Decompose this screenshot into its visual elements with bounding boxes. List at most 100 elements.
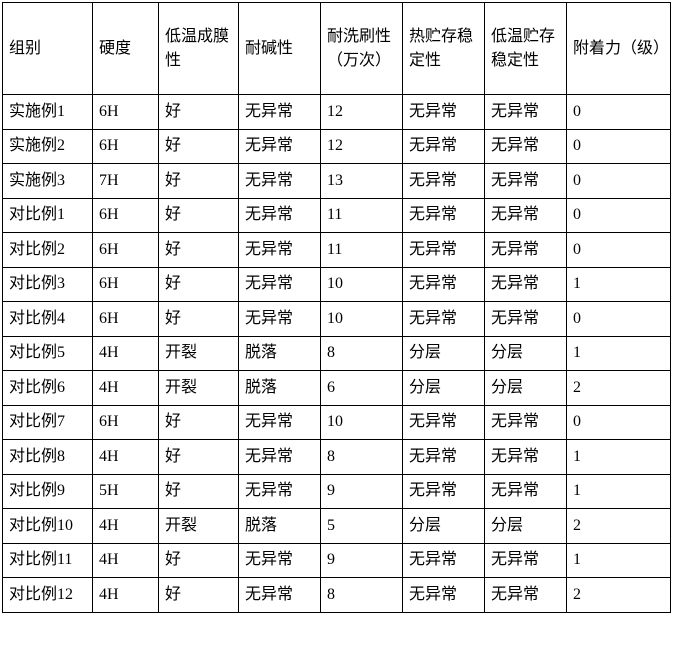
table-cell: 1 xyxy=(567,543,671,578)
table-cell: 好 xyxy=(159,405,239,440)
table-cell: 对比例12 xyxy=(3,578,93,613)
table-row: 对比例104H开裂脱落5分层分层2 xyxy=(3,509,671,544)
table-cell: 11 xyxy=(321,198,403,233)
table-row: 对比例26H好无异常11无异常无异常0 xyxy=(3,233,671,268)
table-cell: 无异常 xyxy=(403,474,485,509)
table-cell: 无异常 xyxy=(485,267,567,302)
table-cell: 无异常 xyxy=(485,543,567,578)
table-cell: 11 xyxy=(321,233,403,268)
table-row: 对比例64H开裂脱落6分层分层2 xyxy=(3,371,671,406)
table-row: 实施例16H好无异常12无异常无异常0 xyxy=(3,95,671,130)
col-header: 低温成膜性 xyxy=(159,3,239,95)
table-cell: 无异常 xyxy=(239,198,321,233)
table-cell: 好 xyxy=(159,129,239,164)
table-cell: 开裂 xyxy=(159,509,239,544)
table-cell: 好 xyxy=(159,543,239,578)
table-cell: 好 xyxy=(159,164,239,199)
table-cell: 对比例10 xyxy=(3,509,93,544)
table-cell: 分层 xyxy=(485,509,567,544)
table-cell: 12 xyxy=(321,95,403,130)
table-cell: 实施例3 xyxy=(3,164,93,199)
table-cell: 对比例11 xyxy=(3,543,93,578)
table-cell: 无异常 xyxy=(403,267,485,302)
table-cell: 2 xyxy=(567,578,671,613)
table-cell: 4H xyxy=(93,509,159,544)
table-cell: 实施例1 xyxy=(3,95,93,130)
table-cell: 对比例5 xyxy=(3,336,93,371)
table-cell: 无异常 xyxy=(239,233,321,268)
table-cell: 无异常 xyxy=(485,129,567,164)
table-cell: 对比例2 xyxy=(3,233,93,268)
table-container: 组别 硬度 低温成膜性 耐碱性 耐洗刷性（万次） 热贮存稳定性 低温贮存稳定性 … xyxy=(0,0,673,655)
table-cell: 无异常 xyxy=(239,474,321,509)
table-cell: 9 xyxy=(321,474,403,509)
table-cell: 脱落 xyxy=(239,336,321,371)
table-cell: 好 xyxy=(159,95,239,130)
table-cell: 无异常 xyxy=(485,578,567,613)
table-cell: 无异常 xyxy=(239,405,321,440)
header-row: 组别 硬度 低温成膜性 耐碱性 耐洗刷性（万次） 热贮存稳定性 低温贮存稳定性 … xyxy=(3,3,671,95)
table-cell: 6H xyxy=(93,302,159,337)
table-row: 对比例16H好无异常11无异常无异常0 xyxy=(3,198,671,233)
table-row: 对比例84H好无异常8无异常无异常1 xyxy=(3,440,671,475)
table-cell: 好 xyxy=(159,302,239,337)
col-header: 组别 xyxy=(3,3,93,95)
table-cell: 分层 xyxy=(403,371,485,406)
table-cell: 4H xyxy=(93,371,159,406)
table-cell: 分层 xyxy=(485,336,567,371)
table-cell: 0 xyxy=(567,164,671,199)
table-cell: 12 xyxy=(321,129,403,164)
col-header: 低温贮存稳定性 xyxy=(485,3,567,95)
table-cell: 无异常 xyxy=(239,302,321,337)
table-cell: 无异常 xyxy=(403,302,485,337)
col-header: 耐洗刷性（万次） xyxy=(321,3,403,95)
table-cell: 1 xyxy=(567,336,671,371)
table-cell: 6H xyxy=(93,233,159,268)
data-table: 组别 硬度 低温成膜性 耐碱性 耐洗刷性（万次） 热贮存稳定性 低温贮存稳定性 … xyxy=(2,2,671,613)
table-cell: 1 xyxy=(567,440,671,475)
table-cell: 对比例7 xyxy=(3,405,93,440)
table-cell: 对比例1 xyxy=(3,198,93,233)
table-cell: 分层 xyxy=(403,509,485,544)
table-cell: 开裂 xyxy=(159,371,239,406)
table-row: 对比例36H好无异常10无异常无异常1 xyxy=(3,267,671,302)
table-row: 对比例95H好无异常9无异常无异常1 xyxy=(3,474,671,509)
table-cell: 无异常 xyxy=(403,129,485,164)
table-cell: 0 xyxy=(567,405,671,440)
table-cell: 好 xyxy=(159,233,239,268)
table-cell: 5 xyxy=(321,509,403,544)
table-cell: 无异常 xyxy=(403,543,485,578)
table-cell: 对比例9 xyxy=(3,474,93,509)
table-cell: 5H xyxy=(93,474,159,509)
table-cell: 无异常 xyxy=(485,440,567,475)
table-cell: 0 xyxy=(567,129,671,164)
table-body: 实施例16H好无异常12无异常无异常0实施例26H好无异常12无异常无异常0实施… xyxy=(3,95,671,613)
table-cell: 无异常 xyxy=(403,198,485,233)
table-cell: 无异常 xyxy=(485,233,567,268)
table-cell: 无异常 xyxy=(403,233,485,268)
table-cell: 1 xyxy=(567,267,671,302)
col-header: 耐碱性 xyxy=(239,3,321,95)
table-cell: 好 xyxy=(159,578,239,613)
table-row: 对比例54H开裂脱落8分层分层1 xyxy=(3,336,671,371)
table-cell: 7H xyxy=(93,164,159,199)
table-cell: 0 xyxy=(567,302,671,337)
table-cell: 13 xyxy=(321,164,403,199)
table-cell: 无异常 xyxy=(403,405,485,440)
table-cell: 分层 xyxy=(485,371,567,406)
table-cell: 无异常 xyxy=(239,267,321,302)
table-cell: 无异常 xyxy=(485,302,567,337)
table-cell: 4H xyxy=(93,578,159,613)
table-cell: 10 xyxy=(321,405,403,440)
table-cell: 10 xyxy=(321,302,403,337)
table-cell: 9 xyxy=(321,543,403,578)
table-cell: 好 xyxy=(159,198,239,233)
table-cell: 0 xyxy=(567,233,671,268)
table-row: 对比例76H好无异常10无异常无异常0 xyxy=(3,405,671,440)
table-cell: 0 xyxy=(567,198,671,233)
table-cell: 无异常 xyxy=(239,164,321,199)
table-cell: 4H xyxy=(93,440,159,475)
table-cell: 无异常 xyxy=(485,164,567,199)
table-row: 实施例37H好无异常13无异常无异常0 xyxy=(3,164,671,199)
table-cell: 对比例8 xyxy=(3,440,93,475)
